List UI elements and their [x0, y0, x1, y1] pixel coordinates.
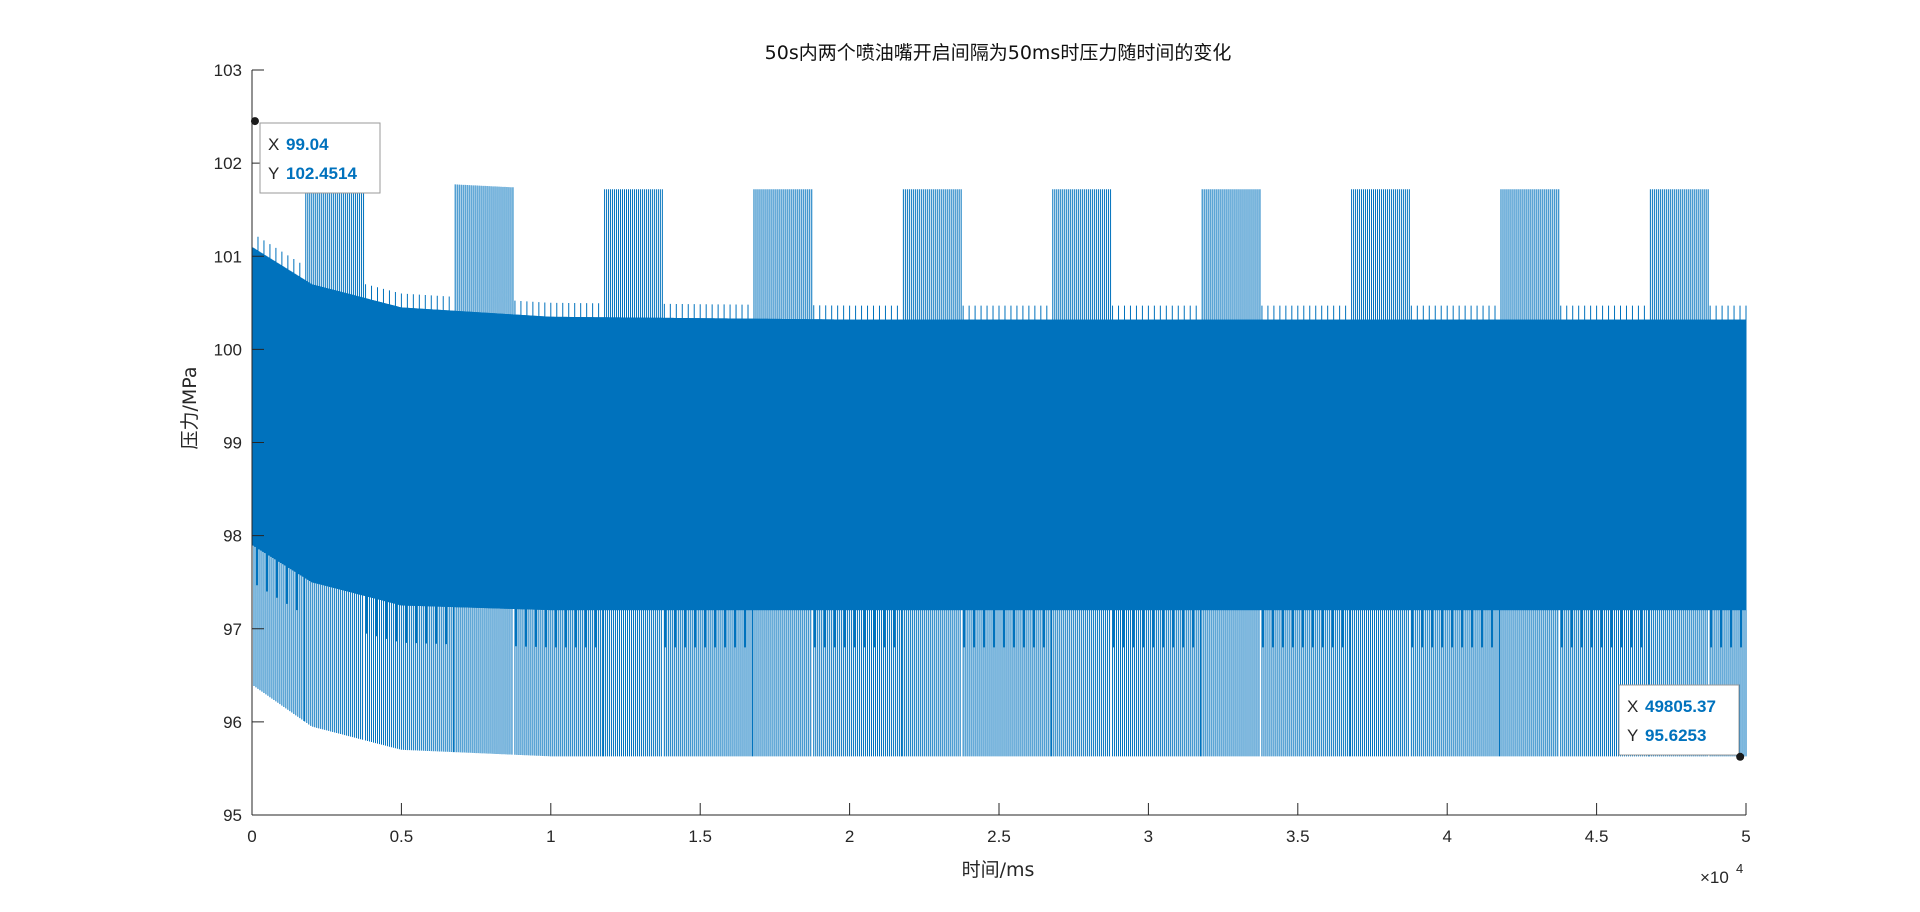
- x-tick-label: 5: [1741, 827, 1750, 846]
- y-tick-label: 95: [223, 806, 242, 825]
- datatip-2[interactable]: X 49805.37 Y 95.6253: [1618, 684, 1745, 761]
- datatips: X 99.04 Y 102.4514 X 49805.37 Y 95.6253: [250, 117, 1745, 761]
- y-tick-label: 102: [214, 154, 242, 173]
- y-axis-ticks: 95 96 97 98 99 100 101 102 103: [214, 61, 264, 825]
- x-tick-label: 2: [845, 827, 854, 846]
- datatip-1[interactable]: X 99.04 Y 102.4514: [250, 117, 381, 194]
- datatip-x-value: 99.04: [286, 135, 329, 154]
- y-tick-label: 99: [223, 434, 242, 453]
- datatip-box: [259, 122, 381, 194]
- datatip-marker: [1736, 752, 1745, 761]
- x-tick-label: 3: [1144, 827, 1153, 846]
- plot-area: [251, 167, 1747, 757]
- x-tick-label: 4.5: [1585, 827, 1609, 846]
- y-tick-label: 103: [214, 61, 242, 80]
- series-dense-band: [252, 246, 1746, 611]
- datatip-y-value: 102.4514: [286, 164, 357, 183]
- y-axis-label: 压力/MPa: [179, 366, 201, 449]
- y-tick-label: 97: [223, 620, 242, 639]
- datatip-box: [1618, 684, 1740, 756]
- x-axis-ticks: 0 0.5 1 1.5 2 2.5 3 3.5 4 4.5 5: [247, 803, 1751, 846]
- datatip-x-key: X: [268, 135, 279, 154]
- x-tick-label: 4: [1442, 827, 1451, 846]
- x-tick-label: 1: [546, 827, 555, 846]
- x-axis-exponent-base: ×10: [1700, 868, 1729, 887]
- x-tick-label: 0: [247, 827, 256, 846]
- y-tick-label: 101: [214, 247, 242, 266]
- y-tick-label: 100: [214, 340, 242, 359]
- datatip-y-key: Y: [1627, 726, 1638, 745]
- chart-title: 50s内两个喷油嘴开启间隔为50ms时压力随时间的变化: [765, 42, 1232, 64]
- y-tick-label: 98: [223, 527, 242, 546]
- datatip-x-key: X: [1627, 697, 1638, 716]
- datatip-y-key: Y: [268, 164, 279, 183]
- datatip-x-value: 49805.37: [1645, 697, 1716, 716]
- x-axis-exponent-power: 4: [1736, 861, 1743, 876]
- x-tick-label: 3.5: [1286, 827, 1310, 846]
- x-axis-exponent: ×10 4: [1700, 861, 1743, 887]
- x-tick-label: 0.5: [390, 827, 414, 846]
- x-tick-label: 2.5: [987, 827, 1011, 846]
- y-tick-label: 96: [223, 713, 242, 732]
- x-tick-label: 1.5: [688, 827, 712, 846]
- x-axis-label: 时间/ms: [962, 859, 1035, 881]
- datatip-y-value: 95.6253: [1645, 726, 1706, 745]
- datatip-marker: [250, 117, 259, 126]
